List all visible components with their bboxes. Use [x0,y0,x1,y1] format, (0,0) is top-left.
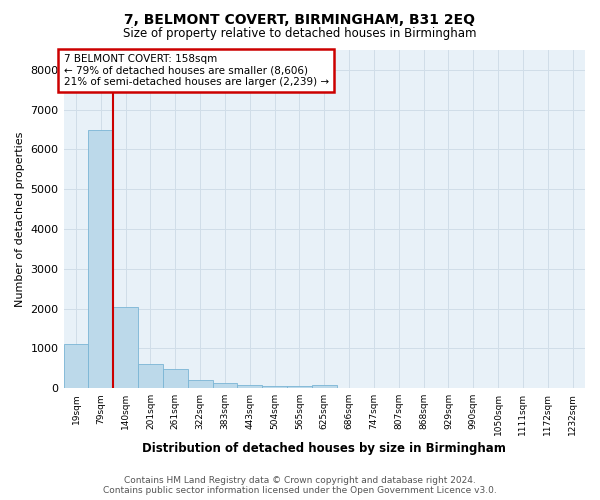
Bar [113,306,138,388]
X-axis label: Distribution of detached houses by size in Birmingham: Distribution of detached houses by size … [142,442,506,455]
Text: 7, BELMONT COVERT, BIRMINGHAM, B31 2EQ: 7, BELMONT COVERT, BIRMINGHAM, B31 2EQ [125,12,476,26]
Y-axis label: Number of detached properties: Number of detached properties [15,132,25,306]
Text: Contains HM Land Registry data © Crown copyright and database right 2024.
Contai: Contains HM Land Registry data © Crown c… [103,476,497,495]
Bar [287,386,312,388]
Bar [312,386,337,388]
Text: Size of property relative to detached houses in Birmingham: Size of property relative to detached ho… [123,28,477,40]
Bar [238,385,262,388]
Bar [88,130,113,388]
Bar [188,380,212,388]
Bar [64,344,88,388]
Bar [163,369,188,388]
Text: 7 BELMONT COVERT: 158sqm
← 79% of detached houses are smaller (8,606)
21% of sem: 7 BELMONT COVERT: 158sqm ← 79% of detach… [64,54,329,87]
Bar [138,364,163,388]
Bar [262,386,287,388]
Bar [212,383,238,388]
